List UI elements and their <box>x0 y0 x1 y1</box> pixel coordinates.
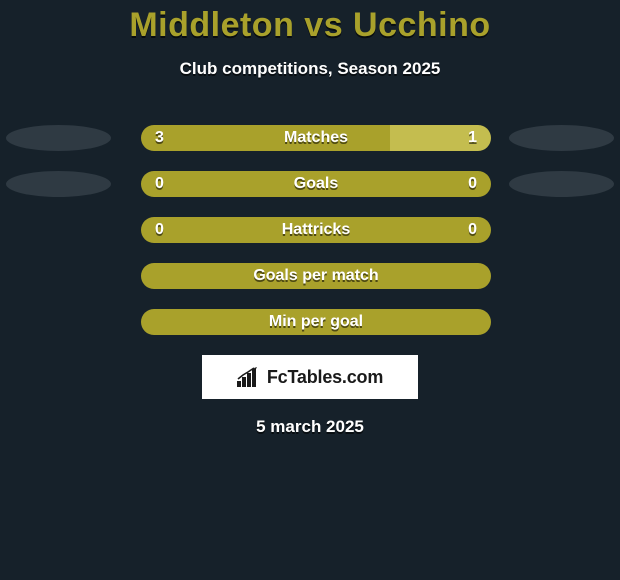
stat-right-value: 0 <box>468 221 477 239</box>
stat-bar: 0Hattricks0 <box>141 217 491 243</box>
stat-row: 0Hattricks0 <box>0 217 620 243</box>
stats-block: 3Matches10Goals00Hattricks0Goals per mat… <box>0 125 620 335</box>
stat-row: 0Goals0 <box>0 171 620 197</box>
stat-label: Min per goal <box>141 313 491 331</box>
stat-label: Goals per match <box>141 267 491 285</box>
stat-row: 3Matches1 <box>0 125 620 151</box>
footer-date: 5 march 2025 <box>0 417 620 437</box>
page-title: Middleton vs Ucchino <box>0 6 620 45</box>
stat-right-value: 0 <box>468 175 477 193</box>
logo-box: FcTables.com <box>202 355 418 399</box>
player-left-ellipse <box>6 125 111 151</box>
stat-bar: 3Matches1 <box>141 125 491 151</box>
stat-label: Matches <box>141 129 491 147</box>
player-right-ellipse <box>509 171 614 197</box>
stat-row: Min per goal <box>0 309 620 335</box>
stat-label: Hattricks <box>141 221 491 239</box>
player-right-ellipse <box>509 125 614 151</box>
player-left-ellipse <box>6 171 111 197</box>
stat-bar: Goals per match <box>141 263 491 289</box>
stat-label: Goals <box>141 175 491 193</box>
stat-bar: 0Goals0 <box>141 171 491 197</box>
infographic-root: Middleton vs Ucchino Club competitions, … <box>0 0 620 580</box>
stat-right-value: 1 <box>468 129 477 147</box>
logo-text: FcTables.com <box>267 367 383 388</box>
stat-row: Goals per match <box>0 263 620 289</box>
subtitle: Club competitions, Season 2025 <box>0 59 620 79</box>
barchart-icon <box>237 367 261 387</box>
stat-bar: Min per goal <box>141 309 491 335</box>
